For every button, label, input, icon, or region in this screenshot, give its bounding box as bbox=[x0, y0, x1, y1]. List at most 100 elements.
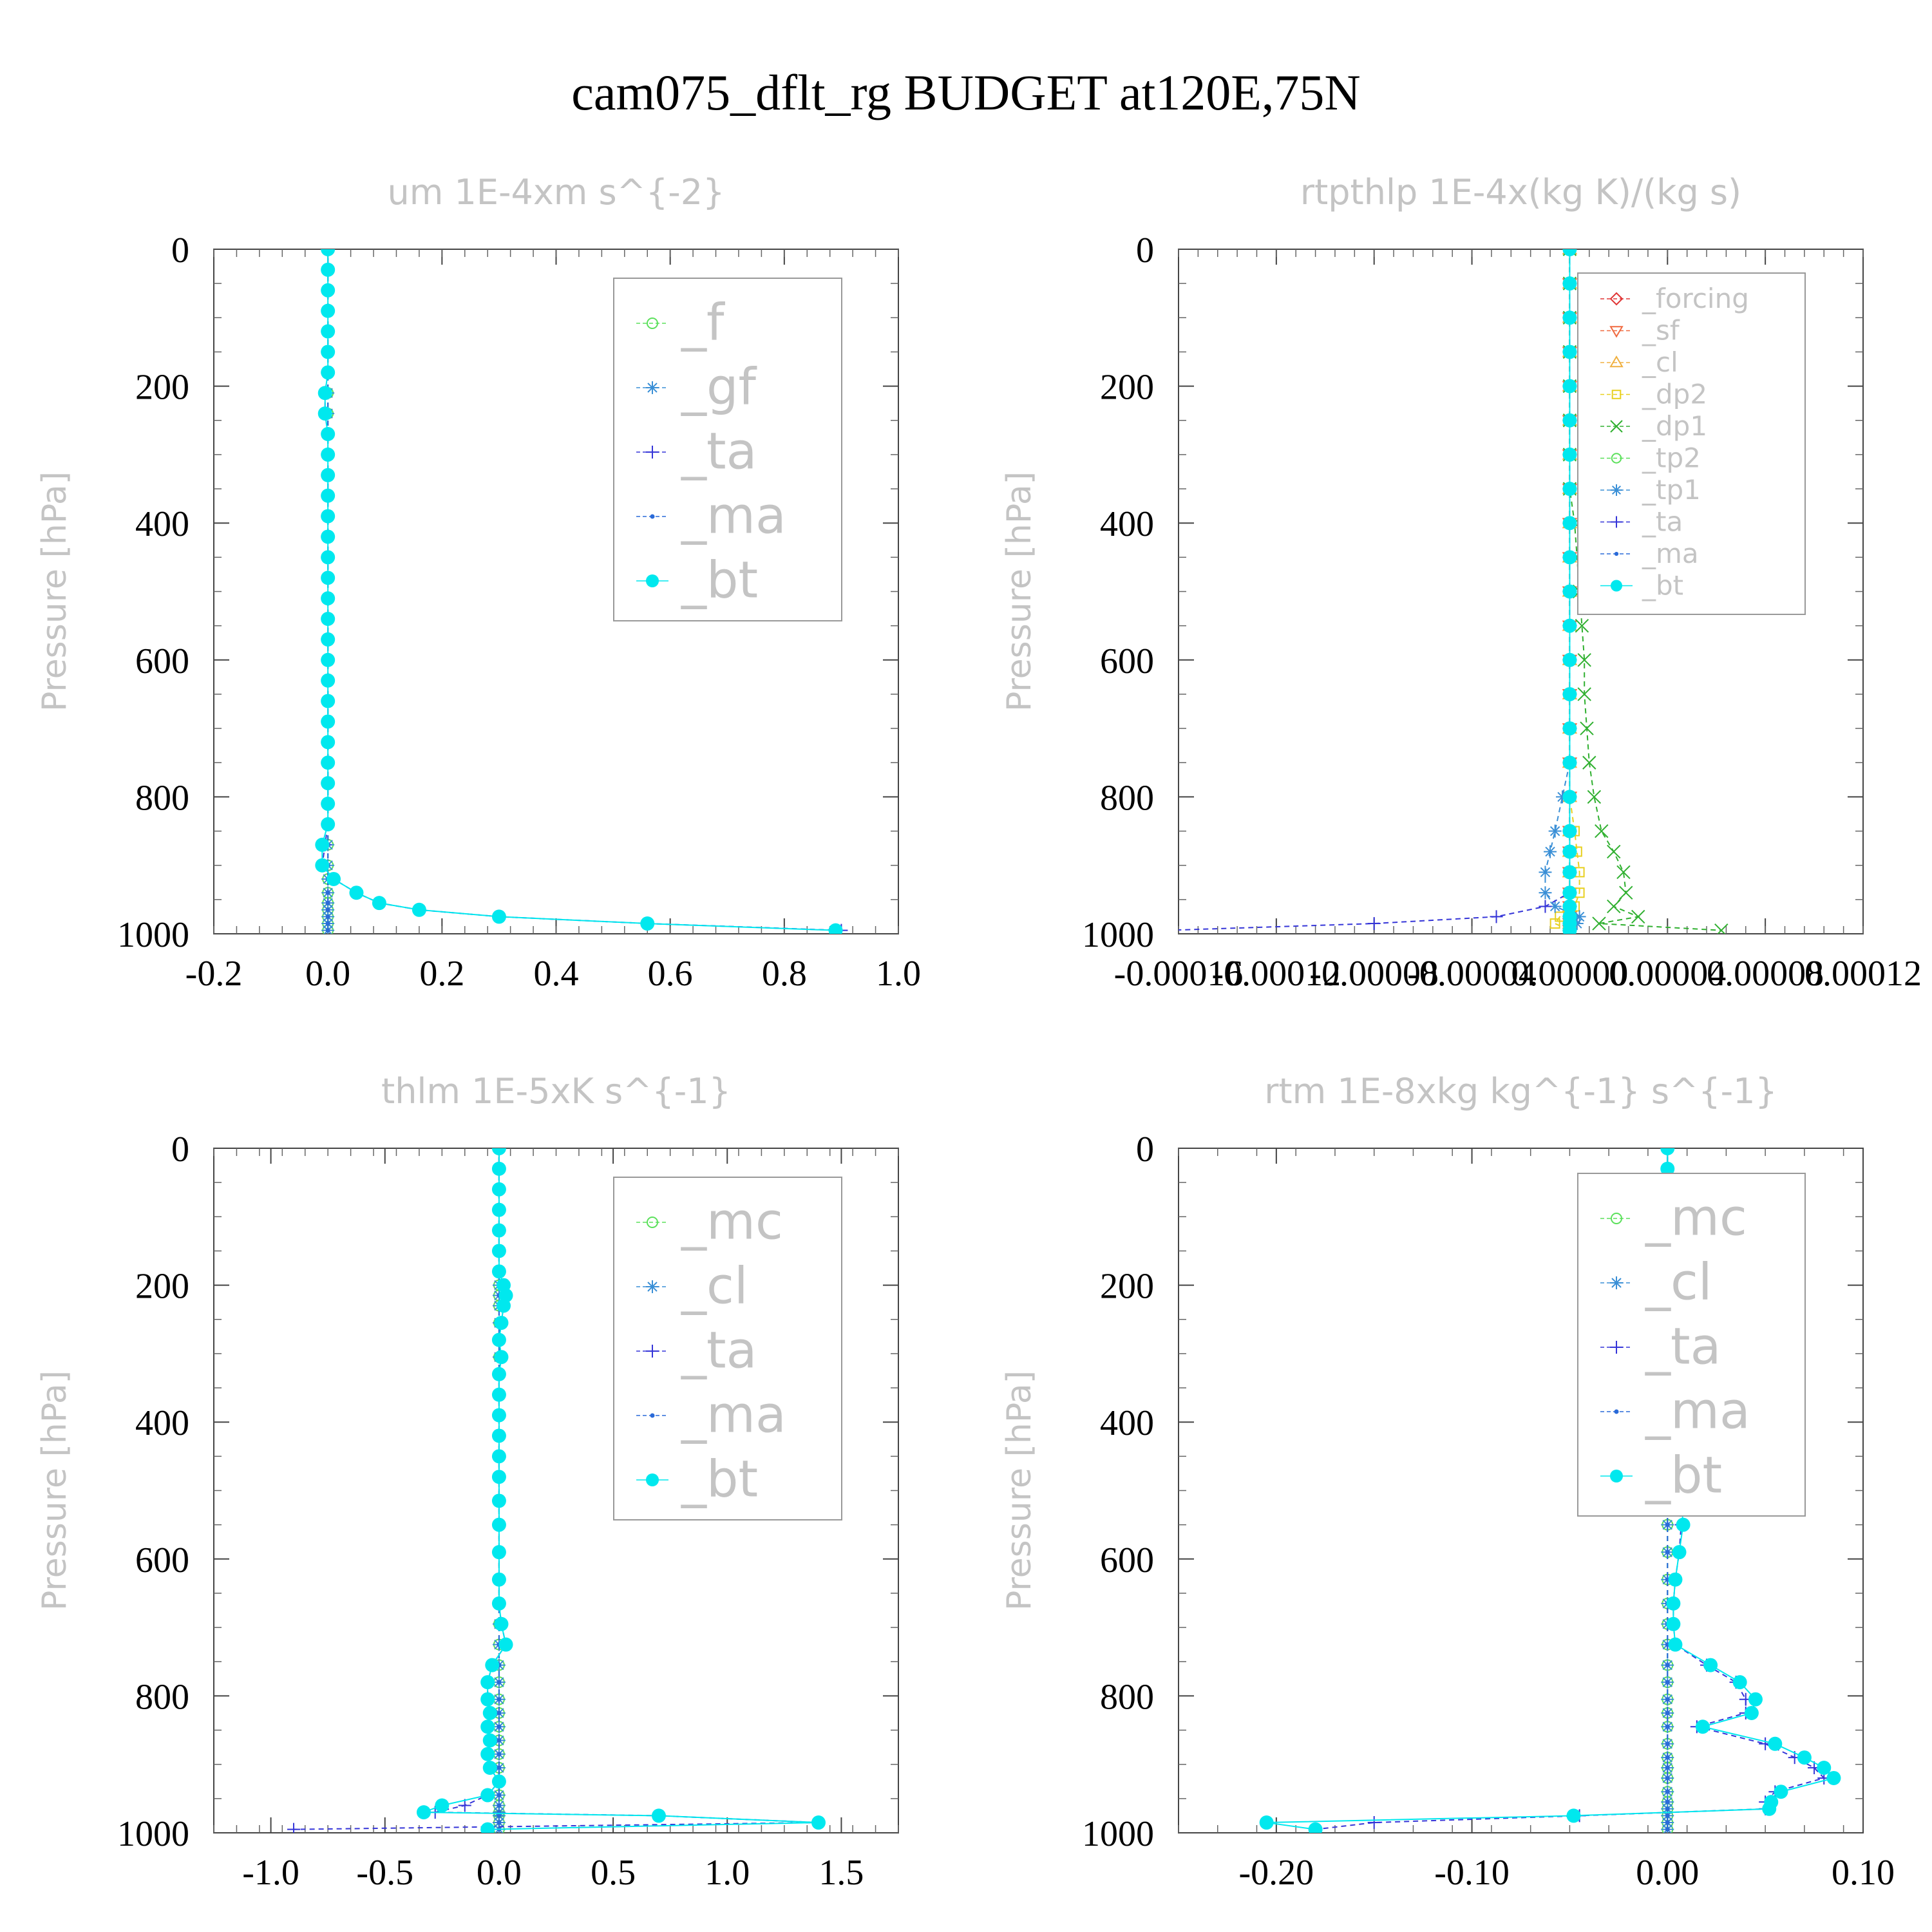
x-tick-label: 0.00012 bbox=[1804, 954, 1922, 994]
legend-marker bbox=[1609, 292, 1624, 306]
y-axis-label: Pressure [hPa] bbox=[35, 471, 74, 712]
figure-title: cam075_dflt_rg BUDGET at120E,75N bbox=[571, 64, 1360, 120]
x-tick-label: -1.0 bbox=[242, 1853, 299, 1893]
legend-label: _bt bbox=[1645, 1447, 1722, 1505]
legend-marker bbox=[1611, 516, 1622, 528]
data-point bbox=[1665, 1776, 1670, 1781]
legend-marker bbox=[1614, 551, 1619, 556]
data-point bbox=[321, 673, 336, 688]
data-point bbox=[1573, 910, 1586, 923]
data-point bbox=[1562, 687, 1577, 701]
data-point bbox=[1562, 886, 1577, 900]
legend-label: _ta bbox=[1645, 1318, 1721, 1376]
data-point bbox=[491, 1493, 506, 1508]
data-point bbox=[1562, 899, 1577, 914]
legend-label: _gf bbox=[681, 359, 757, 417]
data-point bbox=[1562, 865, 1577, 880]
data-point bbox=[1665, 1741, 1670, 1747]
data-point bbox=[497, 1765, 502, 1770]
series-bt bbox=[416, 1148, 826, 1833]
data-point bbox=[1562, 721, 1577, 736]
data-point bbox=[321, 529, 336, 544]
data-point bbox=[1592, 916, 1606, 931]
legend-label: _cl bbox=[681, 1258, 748, 1316]
data-point bbox=[321, 776, 336, 791]
data-point bbox=[321, 817, 336, 831]
data-point bbox=[1562, 345, 1577, 359]
x-tick-label: 0.00004 bbox=[1609, 954, 1726, 994]
data-point bbox=[1666, 1616, 1681, 1631]
data-point bbox=[416, 1805, 431, 1820]
data-point bbox=[651, 1808, 666, 1823]
data-point bbox=[491, 1161, 506, 1176]
data-point bbox=[321, 262, 336, 277]
data-point bbox=[325, 890, 330, 895]
data-point bbox=[1562, 276, 1577, 291]
data-point bbox=[325, 921, 330, 926]
y-tick-label: 0 bbox=[1136, 1130, 1154, 1170]
x-tick-label: 1.0 bbox=[876, 954, 921, 994]
data-point bbox=[321, 427, 336, 442]
data-point bbox=[491, 1148, 506, 1155]
data-point bbox=[1548, 824, 1562, 838]
data-point bbox=[1544, 845, 1557, 858]
data-point bbox=[497, 1738, 502, 1743]
data-point bbox=[491, 1449, 506, 1464]
x-tick-label: 0.10 bbox=[1832, 1853, 1895, 1893]
data-point bbox=[491, 909, 506, 924]
data-point bbox=[1562, 923, 1577, 934]
data-point bbox=[1562, 482, 1577, 497]
data-point bbox=[1665, 1806, 1670, 1812]
y-tick-label: 800 bbox=[135, 1677, 189, 1717]
data-point bbox=[1587, 790, 1602, 804]
data-point bbox=[1744, 1705, 1759, 1720]
data-point bbox=[321, 797, 336, 811]
data-point bbox=[491, 1596, 506, 1611]
legend-label: _ma bbox=[1645, 1383, 1750, 1441]
legend-label: _mc bbox=[681, 1193, 783, 1251]
data-point bbox=[1666, 1596, 1681, 1611]
legend-marker bbox=[646, 574, 659, 587]
data-point bbox=[1562, 755, 1577, 770]
data-point bbox=[1562, 844, 1577, 859]
data-point bbox=[1714, 923, 1728, 934]
legend-label: _cl bbox=[1645, 1254, 1712, 1312]
data-point bbox=[480, 1719, 495, 1734]
legend-marker bbox=[1611, 484, 1622, 496]
data-point bbox=[497, 1298, 511, 1313]
legend-label: _tp1 bbox=[1642, 474, 1701, 506]
x-tick-label: 0.4 bbox=[534, 954, 579, 994]
data-point bbox=[458, 1799, 471, 1812]
data-point bbox=[491, 1367, 506, 1381]
data-point bbox=[491, 1517, 506, 1532]
x-tick-label: 0.2 bbox=[419, 954, 464, 994]
data-point bbox=[1826, 1770, 1841, 1785]
legend-marker bbox=[646, 446, 659, 459]
data-point bbox=[321, 735, 336, 750]
data-point bbox=[1562, 413, 1577, 428]
data-point bbox=[1582, 755, 1596, 770]
legend-label: _ma bbox=[681, 488, 786, 545]
legend-label: _forcing bbox=[1642, 283, 1749, 314]
data-point bbox=[321, 632, 336, 647]
data-point bbox=[321, 509, 336, 524]
data-point bbox=[321, 550, 336, 565]
data-point bbox=[1695, 1719, 1710, 1734]
data-point bbox=[1490, 910, 1503, 923]
y-tick-label: 200 bbox=[1100, 1267, 1154, 1307]
panel-title: um 1E-4xm s^{-2} bbox=[388, 172, 725, 213]
data-point bbox=[497, 1710, 502, 1716]
y-tick-label: 600 bbox=[135, 1540, 189, 1580]
data-point bbox=[321, 324, 336, 339]
data-point bbox=[498, 1637, 513, 1652]
x-tick-label: -0.5 bbox=[356, 1853, 413, 1893]
y-tick-label: 1000 bbox=[1082, 1814, 1154, 1854]
data-point bbox=[1562, 379, 1577, 393]
data-point bbox=[491, 1408, 506, 1423]
data-point bbox=[1665, 1789, 1670, 1794]
legend-marker bbox=[650, 1413, 655, 1418]
data-point bbox=[480, 1747, 495, 1761]
x-tick-label: 0.0 bbox=[477, 1853, 522, 1893]
chart-panels: um 1E-4xm s^{-2} Pressure [hPa] 0 200 400 600… bbox=[35, 172, 1922, 1893]
